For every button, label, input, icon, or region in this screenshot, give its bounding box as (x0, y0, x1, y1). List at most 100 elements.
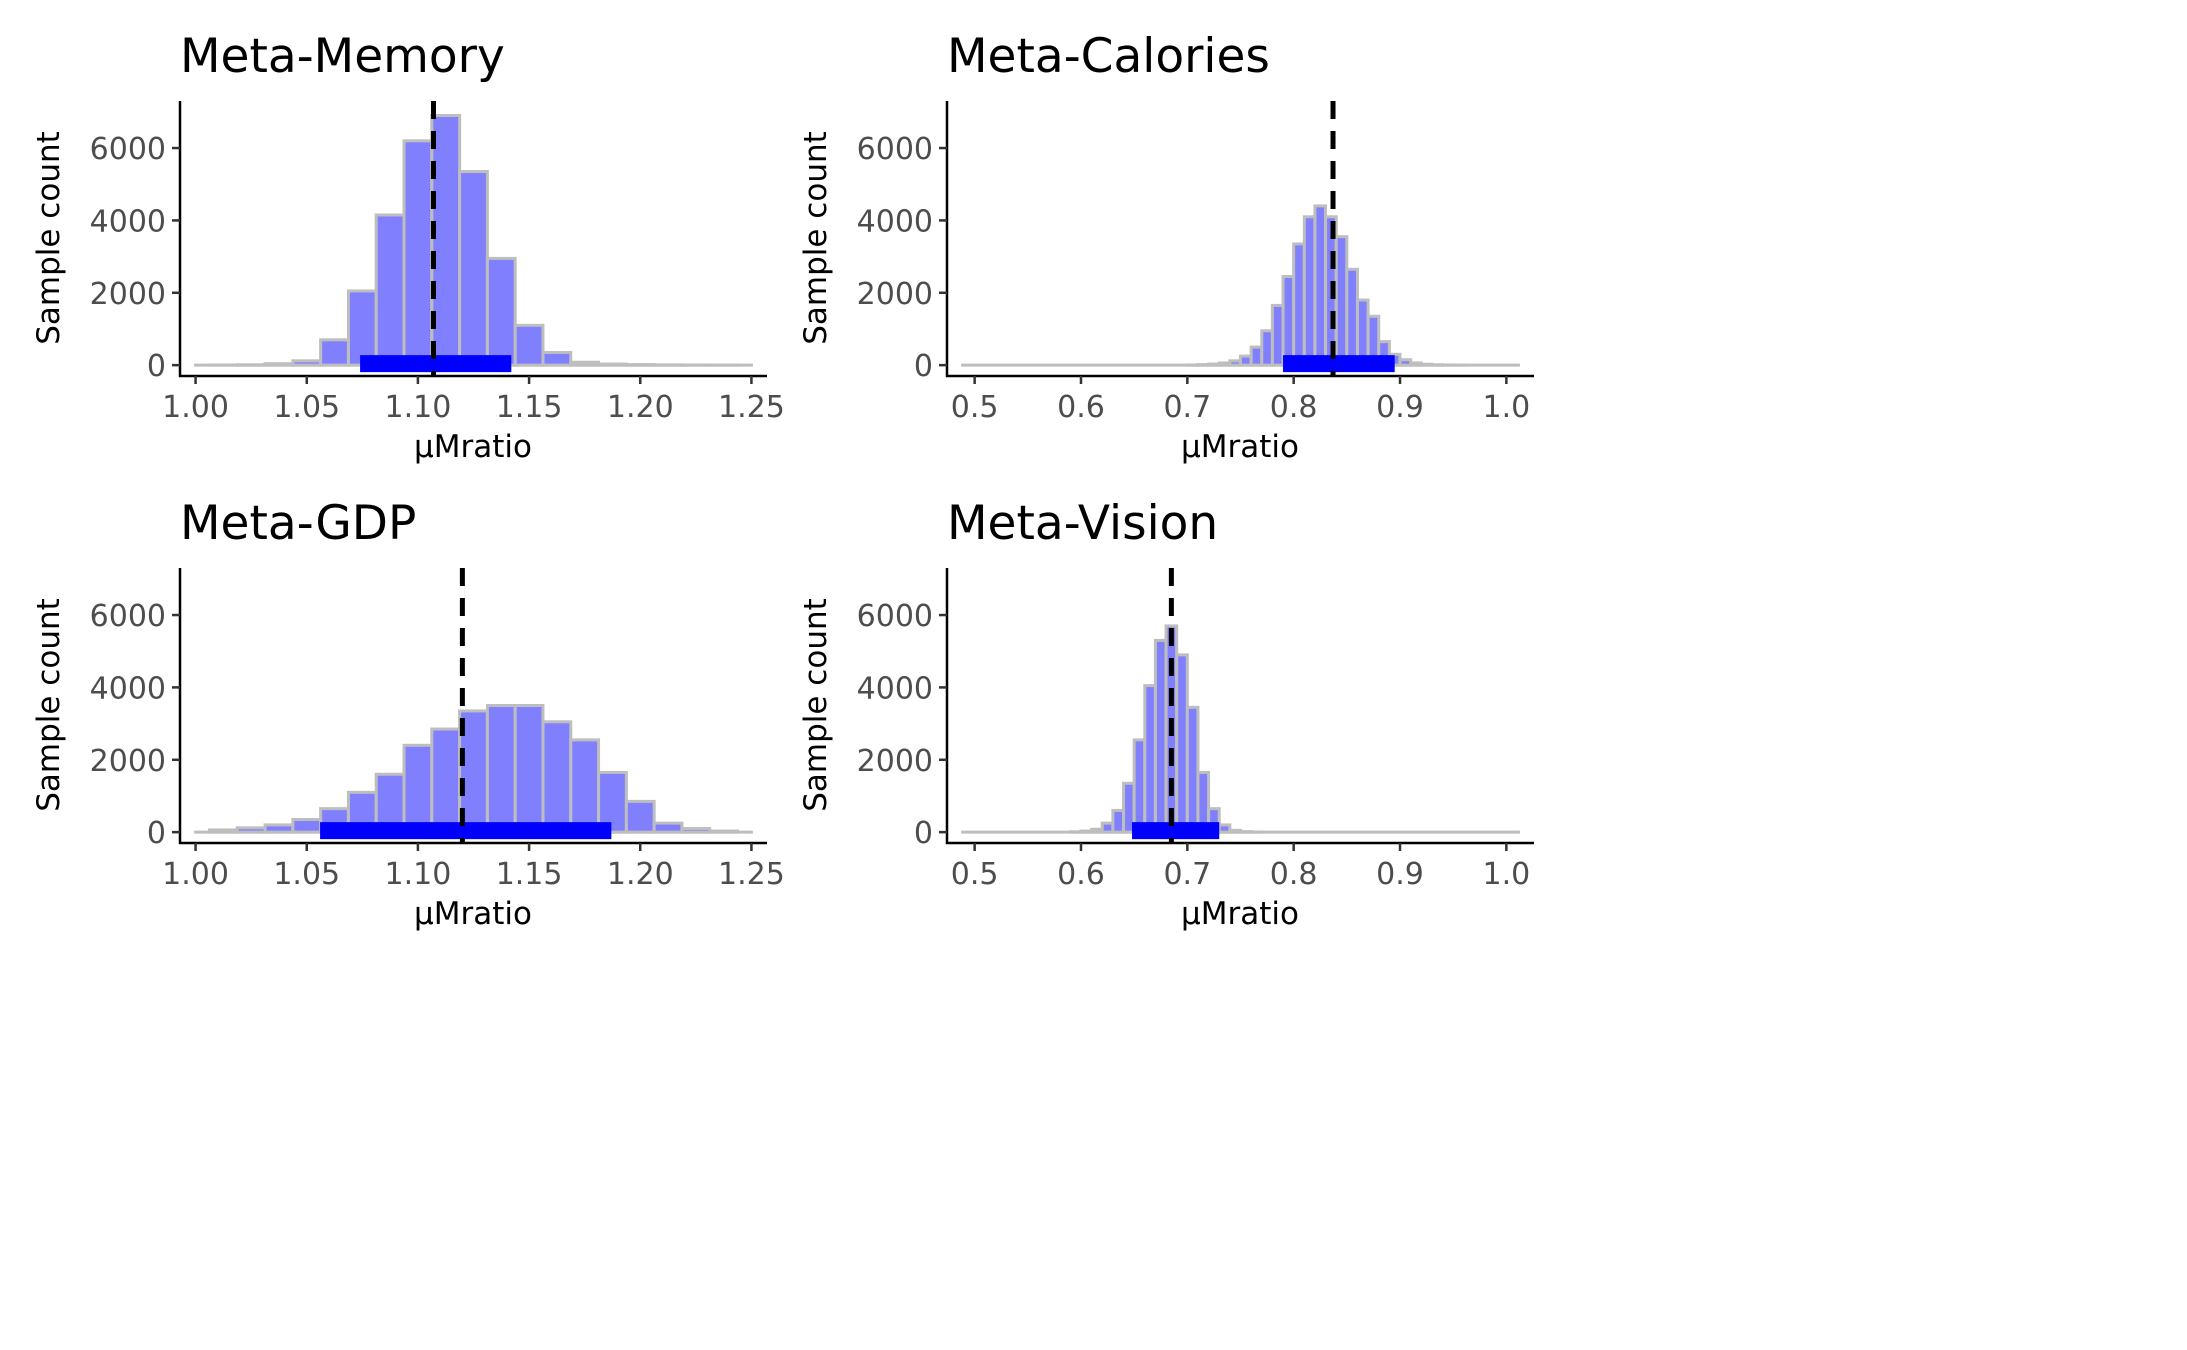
histogram-bar (430, 113, 462, 367)
histogram-bar (1153, 638, 1168, 834)
histogram-bar (1207, 362, 1221, 367)
figure: Meta-Memory Sample count μMratio 1.00 1.0… (31, 29, 1534, 932)
x-tick-label: 1.10 (385, 390, 452, 425)
y-tick-label: 2000 (857, 744, 933, 779)
y-tick-label: 6000 (90, 132, 166, 167)
hdi-interval (1132, 822, 1220, 840)
histogram-bar (291, 817, 323, 834)
y-tick-label: 4000 (857, 671, 933, 706)
x-tick-label: 1.20 (607, 390, 674, 425)
histogram-bar (485, 256, 517, 367)
x-tick-label: 1.0 (1482, 390, 1530, 425)
histogram-bar (1175, 653, 1189, 834)
x-tick-label: 0.5 (951, 857, 999, 892)
histogram-bar (513, 704, 545, 834)
histogram-bar (485, 704, 517, 834)
x-tick-label: 1.00 (162, 390, 229, 425)
y-tick-label: 0 (147, 349, 166, 384)
histogram-bar (624, 363, 656, 367)
y-tick-label: 2000 (857, 277, 933, 312)
x-tick-label: 1.15 (496, 857, 563, 892)
histogram-bar (1196, 363, 1211, 367)
x-tick-label: 1.25 (718, 390, 785, 425)
hdi-interval (1283, 355, 1395, 373)
histogram-bar (513, 323, 545, 367)
histogram-bar (1292, 242, 1306, 367)
x-tick-label: 1.05 (273, 390, 340, 425)
y-axis-label: Sample count (798, 598, 834, 812)
histogram-bar (402, 743, 434, 834)
histogram-bar (1100, 821, 1115, 834)
histogram-bar (319, 338, 350, 367)
plot-area: 0.5 0.6 0.7 0.8 0.9 1.0 0 2000 4000 6000 (857, 101, 1534, 425)
y-tick-label: 4000 (857, 204, 933, 239)
histogram-bar (1313, 204, 1328, 367)
histogram-bar (1281, 274, 1296, 367)
plot-area: 0.5 0.6 0.7 0.8 0.9 1.0 0 2000 4000 6000 (857, 568, 1534, 892)
histogram-bar (1217, 361, 1232, 367)
x-tick-label: 0.7 (1163, 857, 1211, 892)
histogram-bar (624, 799, 656, 834)
panel-meta-memory: Meta-Memory Sample count μMratio 1.00 1.0… (31, 29, 785, 465)
y-axis-label: Sample count (798, 131, 834, 345)
histogram-bar (402, 139, 434, 367)
panel-meta-vision: Meta-Vision Sample count μMratio 0.5 0.6 0… (798, 496, 1534, 932)
histogram-bar (1270, 303, 1285, 367)
y-axis-label: Sample count (31, 598, 67, 812)
histogram-bar (1334, 235, 1349, 367)
histogram-bar (1217, 823, 1232, 834)
histogram-bar (541, 720, 573, 834)
x-tick-label: 1.05 (273, 857, 340, 892)
histogram-bar (1239, 830, 1253, 834)
x-tick-label: 0.5 (951, 390, 999, 425)
histogram-bar (1239, 354, 1253, 367)
x-axis-label: μMratio (414, 896, 532, 932)
x-tick-label: 0.9 (1376, 390, 1424, 425)
histogram-bar (1260, 329, 1274, 367)
histogram-bar (374, 213, 406, 367)
y-tick-label: 6000 (857, 599, 933, 634)
x-tick-label: 0.9 (1376, 857, 1424, 892)
histogram-bar (1111, 808, 1126, 834)
x-tick-label: 0.6 (1057, 390, 1105, 425)
x-axis-label: μMratio (1181, 429, 1299, 465)
histogram-bar (1302, 215, 1317, 367)
x-tick-label: 1.25 (718, 857, 785, 892)
histogram-bar (263, 823, 295, 834)
hdi-interval (360, 355, 512, 373)
x-tick-label: 1.00 (162, 857, 229, 892)
histogram-bar (1079, 829, 1094, 834)
panel-title: Meta-GDP (180, 496, 416, 551)
histogram-bar (1228, 828, 1243, 834)
histogram-bar (291, 359, 323, 367)
x-tick-label: 0.7 (1163, 390, 1211, 425)
y-tick-label: 4000 (90, 671, 166, 706)
histogram-bar (346, 289, 378, 367)
histogram-bar (1143, 684, 1157, 834)
y-tick-label: 4000 (90, 204, 166, 239)
histogram-bar (235, 826, 267, 834)
x-tick-label: 1.20 (607, 857, 674, 892)
histogram-bar (1228, 359, 1243, 367)
x-tick-label: 0.8 (1270, 857, 1318, 892)
histogram-bar (1249, 345, 1264, 367)
histogram-bar (1132, 738, 1147, 834)
y-tick-label: 2000 (90, 277, 166, 312)
x-tick-label: 1.0 (1482, 857, 1530, 892)
histogram-bar (569, 360, 601, 367)
hdi-interval (320, 822, 612, 840)
y-tick-label: 0 (147, 816, 166, 851)
histogram-bar (1419, 362, 1434, 367)
histogram-bar (1398, 358, 1413, 367)
histogram-bar (708, 829, 740, 834)
panel-meta-calories: Meta-Calories Sample count μMratio 0.5 0.… (798, 29, 1534, 465)
histogram-bar (541, 350, 573, 367)
histogram-bar (430, 727, 462, 834)
histogram-bar (680, 827, 712, 834)
histogram-bar (1345, 267, 1359, 367)
histogram-bar (1090, 827, 1104, 834)
histogram-bar (458, 170, 489, 367)
histogram-bar (1409, 361, 1423, 367)
plot-area: 1.00 1.05 1.10 1.15 1.20 1.25 0 2000 4000 6000 (90, 101, 785, 425)
y-tick-label: 2000 (90, 744, 166, 779)
